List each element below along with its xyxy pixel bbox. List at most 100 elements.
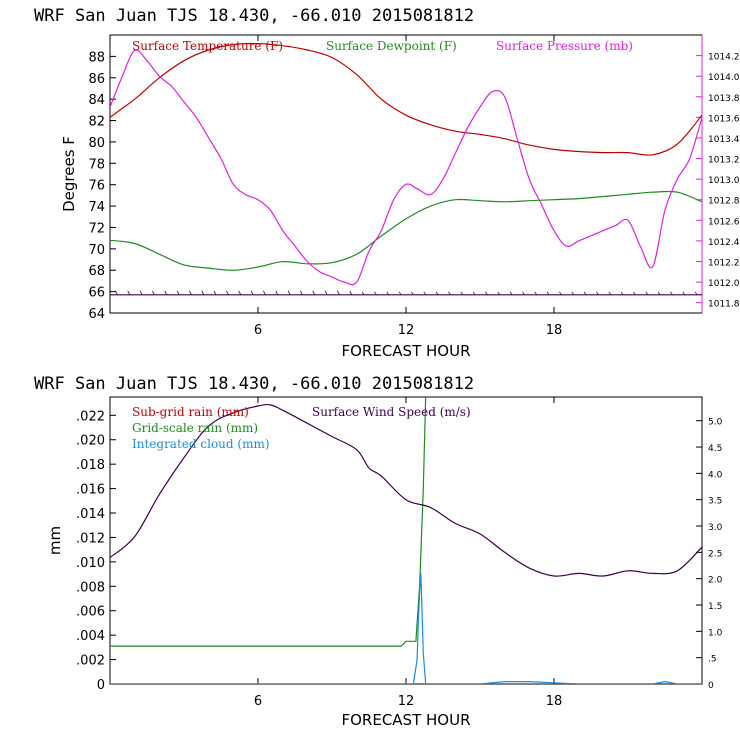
wind-barb (509, 291, 513, 296)
wind-barb (411, 291, 414, 296)
series-line-surface-wind-speed-m-s (110, 403, 702, 577)
y2-tick-label: 2.5 (708, 549, 722, 559)
wind-barb (386, 291, 390, 296)
wind-barb (115, 290, 118, 296)
y2-tick-label: 1012.6 (708, 217, 740, 227)
y-tick-label: .012 (76, 531, 105, 546)
wind-barb (250, 290, 254, 296)
wind-barb (139, 290, 143, 296)
legend-entry: Surface Pressure (mb) (496, 39, 633, 53)
wind-barb (238, 290, 242, 296)
wind-barb (633, 291, 636, 296)
x-tick-label: 6 (254, 694, 262, 709)
y-tick-label: .018 (76, 458, 105, 473)
wind-barb (287, 290, 291, 296)
wind-barb (300, 290, 303, 296)
wind-barb (189, 290, 192, 296)
wind-barb (398, 291, 402, 296)
y-axis-label: mm (46, 526, 64, 555)
wind-barb (435, 291, 439, 296)
wind-barb (694, 291, 698, 296)
wind-barb (645, 291, 649, 296)
y-tick-label: 88 (88, 50, 105, 65)
y2-tick-label: 4.5 (708, 444, 722, 454)
wind-barb (546, 291, 550, 296)
y-tick-label: .016 (76, 483, 105, 498)
y-tick-label: 78 (88, 157, 105, 172)
y2-tick-label: 1013.4 (708, 135, 740, 145)
y2-tick-label: 5.0 (708, 418, 723, 428)
legend-entry: Surface Wind Speed (m/s) (312, 405, 471, 419)
wind-barb (472, 291, 476, 296)
y2-tick-label: 1012.8 (708, 197, 740, 207)
wind-barb (448, 291, 451, 296)
wind-barb (127, 290, 131, 296)
wind-barb (349, 290, 353, 296)
y2-tick-label: .5 (708, 655, 717, 665)
y2-tick-label: 1.5 (708, 602, 722, 612)
y-tick-label: 74 (88, 200, 105, 215)
legend-entry: Grid-scale rain (mm) (132, 421, 258, 435)
x-tick-label: 6 (254, 323, 262, 338)
y2-tick-label: 1013.2 (708, 156, 740, 166)
y-tick-label: 80 (88, 136, 105, 151)
y-tick-label: .006 (76, 605, 105, 620)
x-tick-label: 18 (546, 323, 563, 338)
wind-barb (583, 291, 587, 296)
wind-barb (164, 290, 168, 296)
y2-tick-label: 1012.0 (708, 279, 740, 289)
legend-entry: Surface Dewpoint (F) (326, 39, 457, 53)
series-line-surface-dewpoint-f (110, 190, 702, 271)
chart-panel-1: WRF San Juan TJS 18.430, -66.010 2015081… (34, 6, 740, 360)
y2-tick-label: 1013.8 (708, 94, 740, 104)
x-tick-label: 18 (546, 694, 563, 709)
y-tick-label: 72 (88, 221, 105, 236)
y2-tick-label: 1014.2 (708, 53, 740, 63)
wind-barb (608, 291, 612, 296)
y2-tick-label: 3.0 (708, 523, 723, 533)
series-group (110, 42, 702, 296)
y-tick-label: .004 (76, 629, 105, 644)
y-tick-label: 82 (88, 115, 105, 130)
wind-barb (657, 291, 661, 296)
x-axis-label: FORECAST HOUR (341, 711, 470, 729)
wind-barb (337, 290, 340, 296)
x-tick-label: 12 (398, 694, 415, 709)
x-axis-label: FORECAST HOUR (341, 342, 470, 360)
wind-barb (534, 291, 538, 296)
wind-barb (559, 291, 562, 296)
y2-tick-label: 1012.2 (708, 259, 740, 269)
y2-tick-label: 1012.4 (708, 238, 740, 248)
y-tick-label: 76 (88, 179, 105, 194)
series-line-surface-temperature-f (110, 42, 702, 156)
wind-barb (497, 291, 501, 296)
chart-panel-2: WRF San Juan TJS 18.430, -66.010 2015081… (34, 374, 723, 729)
y-tick-label: 70 (88, 243, 105, 258)
y-tick-label: 68 (88, 264, 105, 279)
plot-frame (109, 34, 703, 314)
y-tick-label: 86 (88, 72, 105, 87)
y-tick-label: .014 (76, 507, 105, 522)
series-group (110, 397, 702, 684)
wind-barb (312, 290, 316, 296)
series-line-integrated-cloud-mm (110, 572, 702, 684)
wind-barb (176, 290, 180, 296)
wind-barb (571, 291, 575, 296)
y-tick-label: .022 (76, 409, 105, 424)
wind-barb (361, 291, 365, 296)
y-tick-label: 64 (88, 307, 105, 322)
x-tick-label: 12 (398, 323, 415, 338)
wind-barb (620, 291, 624, 296)
wind-barb (522, 291, 525, 296)
series-line-grid-scale-rain-mm (110, 397, 427, 647)
y-tick-label: .020 (76, 434, 105, 449)
wind-barb (485, 291, 488, 296)
y2-tick-label: 1.0 (708, 628, 723, 638)
chart-title: WRF San Juan TJS 18.430, -66.010 2015081… (34, 6, 474, 26)
wind-barb (423, 291, 427, 296)
wind-barb (670, 291, 673, 296)
y-axis-label: Degrees F (60, 136, 78, 212)
legend-entry: Integrated cloud (mm) (132, 437, 270, 451)
wind-barb (263, 290, 266, 296)
